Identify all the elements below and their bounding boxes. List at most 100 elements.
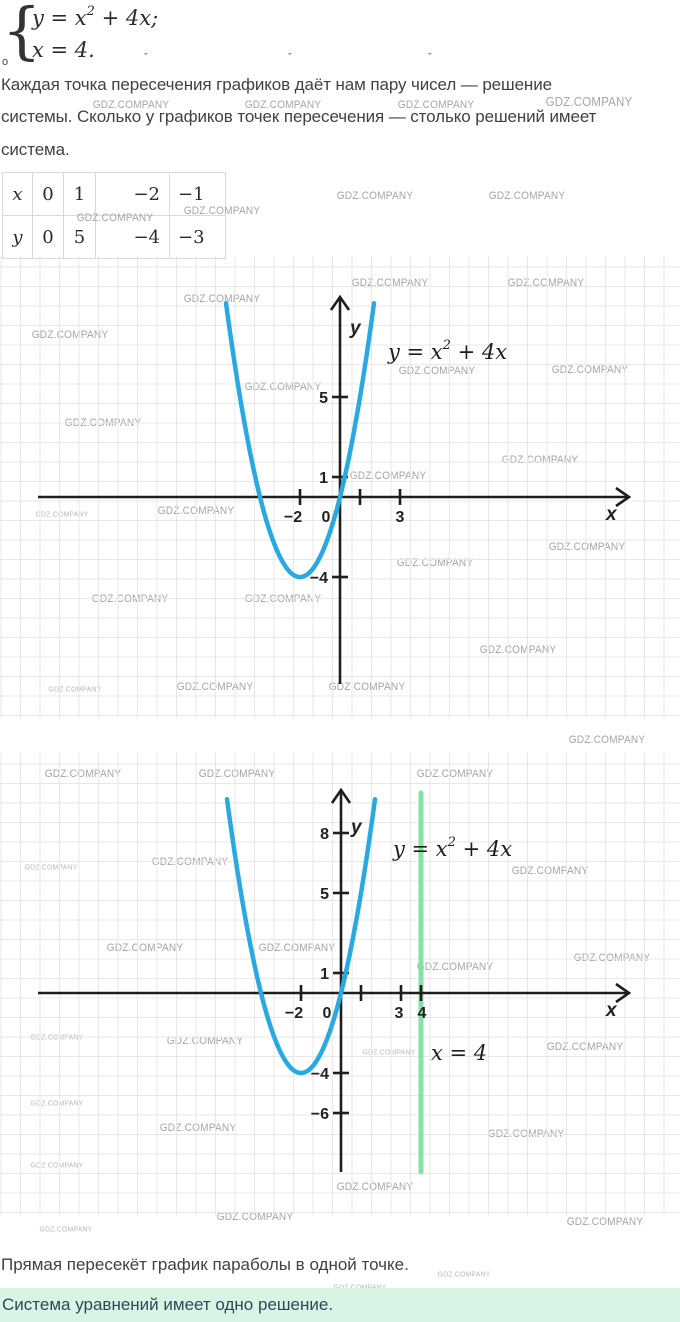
svg-text:−6: −6 [311,1106,329,1123]
watermark: GDZ.COMPANY [258,942,336,954]
watermark: GDZ.COMPANY [30,1098,84,1108]
graph2-canvas: −2 3 4 8 5 1 −4 −6 0 x y [0,753,680,1215]
cell-x2: −2 [95,172,170,216]
watermark: GDZ.COMPANY [398,365,476,377]
table-row-y: y 0 5 −4 −3 [2,215,226,259]
text-fragment: ˇ [288,53,292,62]
watermark: GDZ.COMPANY [44,768,122,780]
svg-text:0: 0 [323,1005,332,1022]
equation-system: { y = x2 + 4x; x = 4. [0,0,300,70]
watermark: GDZ.COMPANY [545,95,633,109]
cell-y2: −4 [95,215,170,259]
cell-x3: −1 [169,172,226,216]
g1-eq-exponent: 2 [442,338,451,353]
watermark: GDZ.COMPANY [416,961,494,973]
text-fragment: о [2,57,9,66]
answer-highlight-band: Система уравнений имеет одно решение. [0,1288,680,1322]
cell-y0: 0 [32,215,64,259]
g2-eq-rest: + 4x [455,837,513,861]
svg-text:x: x [605,504,618,525]
watermark: GDZ.COMPANY [548,541,626,553]
system-brace: { [2,0,42,67]
paragraph-line-3: система. [1,140,70,159]
g1-eq-base: y = x [388,340,443,364]
watermark: GDZ.COMPANY [183,293,261,305]
row-x-header: x [2,172,33,216]
watermark: GDZ.COMPANY [546,1041,624,1053]
watermark: GDZ.COMPANY [437,1269,491,1279]
svg-text:3: 3 [395,1005,404,1022]
watermark: GDZ.COMPANY [183,205,261,217]
svg-text:−2: −2 [285,1005,303,1022]
watermark: GDZ.COMPANY [349,470,427,482]
svg-text:8: 8 [320,826,329,843]
svg-text:1: 1 [319,470,328,487]
svg-text:5: 5 [319,390,328,407]
watermark: GDZ.COMPANY [30,1160,84,1170]
watermark: GDZ.COMPANY [198,768,276,780]
svg-text:5: 5 [320,886,329,903]
watermark: GDZ.COMPANY [488,190,566,202]
graph-parabola-and-line: −2 3 4 8 5 1 −4 −6 0 x y y = x2 + 4x x = 4 [0,753,680,1215]
watermark: GDZ.COMPANY [35,509,89,519]
svg-text:3: 3 [396,509,405,526]
parabola-equation-label-2: y = x2 + 4x [393,835,513,861]
watermark: GDZ.COMPANY [244,99,322,111]
eq1-exponent: 2 [86,4,95,19]
watermark: GDZ.COMPANY [31,329,109,341]
watermark: GDZ.COMPANY [92,99,170,111]
watermark: GDZ.COMPANY [336,190,414,202]
g1-eq-rest: + 4x [450,340,508,364]
watermark: GDZ.COMPANY [48,684,102,694]
g2-eq-exponent: 2 [447,835,456,850]
watermark: GDZ.COMPANY [76,212,154,224]
watermark: GDZ.COMPANY [328,681,406,693]
watermark: GDZ.COMPANY [333,1282,387,1292]
watermark: GDZ.COMPANY [24,862,78,872]
svg-text:4: 4 [418,1005,427,1022]
svg-text:y: y [349,318,362,339]
cell-y3: −3 [169,215,226,259]
cell-x0: 0 [32,172,64,216]
svg-text:−4: −4 [310,570,328,587]
system-equation-2: x = 4. [32,38,95,62]
answer-text: Система уравнений имеет одно решение. [2,1295,334,1314]
svg-text:y: y [350,817,363,838]
conclusion-line: Прямая пересекёт график параболы в одной… [1,1255,409,1274]
watermark: GDZ.COMPANY [566,1216,644,1228]
svg-text:−4: −4 [311,1066,329,1083]
cell-y1: 5 [63,215,96,259]
eq1-rest: + 4x; [94,6,159,30]
watermark: GDZ.COMPANY [501,454,579,466]
watermark: GDZ.COMPANY [106,942,184,954]
text-fragment: ˇ [428,53,432,62]
svg-text:−2: −2 [284,509,302,526]
watermark: GDZ.COMPANY [362,1047,416,1057]
watermark: GDZ.COMPANY [166,1035,244,1047]
watermark: GDZ.COMPANY [551,364,629,376]
paragraph-line-1: Каждая точка пересечения графиков даёт н… [1,75,552,94]
watermark: GDZ.COMPANY [416,768,494,780]
svg-text:1: 1 [320,966,329,983]
line-equation-label: x = 4 [431,1041,488,1065]
graph1-canvas: −2 3 5 1 −4 0 x y [0,256,680,718]
watermark: GDZ.COMPANY [479,644,557,656]
watermark: GDZ.COMPANY [511,865,589,877]
eq1-base: y = x [32,6,87,30]
cell-x1: 1 [63,172,96,216]
watermark: GDZ.COMPANY [568,734,646,746]
graph-parabola: −2 3 5 1 −4 0 x y y = x2 + 4x [0,256,680,718]
watermark: GDZ.COMPANY [397,99,475,111]
watermark: GDZ.COMPANY [336,1181,414,1193]
watermark: GDZ.COMPANY [159,1122,237,1134]
watermark: GDZ.COMPANY [573,952,651,964]
svg-text:x: x [605,1000,618,1021]
g2-eq-base: y = x [393,837,448,861]
table-row-x: x 0 1 −2 −1 [2,172,226,216]
values-table: x 0 1 −2 −1 y 0 5 −4 −3 [2,172,226,259]
system-equation-1: y = x2 + 4x; [32,4,159,30]
svg-text:0: 0 [322,509,331,526]
text-fragment: ˇ [144,53,148,62]
paragraph-line-2: системы. Сколько у графиков точек пересе… [1,107,597,126]
parabola-equation-label: y = x2 + 4x [388,338,508,364]
